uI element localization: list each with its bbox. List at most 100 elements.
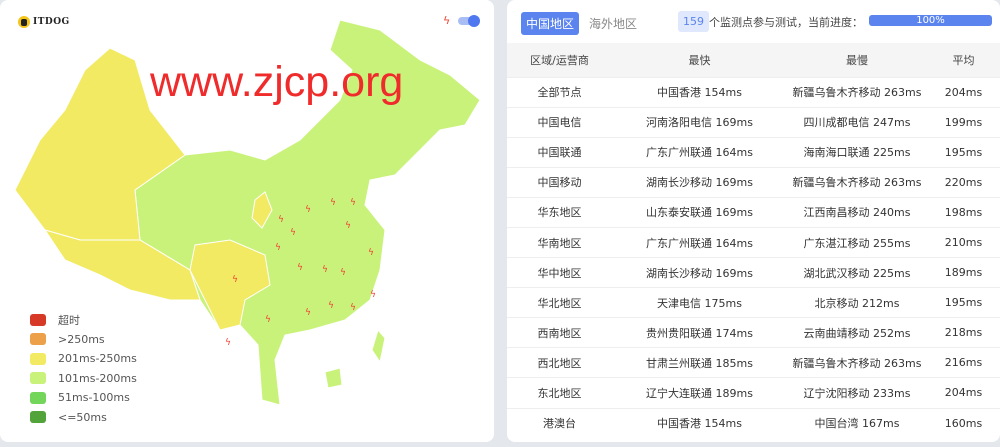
- column-header: 最快: [612, 43, 787, 77]
- table-cell: 198ms: [927, 196, 1000, 228]
- region-ningxia[interactable]: [251, 191, 273, 229]
- legend-item[interactable]: 51ms-100ms: [30, 388, 137, 408]
- table-cell: 广东湛江移动 255ms: [787, 226, 927, 258]
- svg-text:ϟ: ϟ: [322, 265, 328, 275]
- column-header: 最慢: [787, 43, 927, 77]
- column-header: 平均: [927, 43, 1000, 77]
- table-cell: 204ms: [927, 76, 1000, 108]
- table-cell: 广东广州联通 164ms: [612, 226, 787, 258]
- table-cell: 西北地区: [507, 347, 612, 378]
- table-cell: 云南曲靖移动 252ms: [787, 317, 927, 348]
- table-cell: 湖南长沙移动 169ms: [612, 257, 787, 288]
- table-row[interactable]: 东北地区 辽宁大连联通 189ms 辽宁沈阳移动 233ms 204ms: [507, 377, 1000, 409]
- svg-text:ϟ: ϟ: [232, 275, 238, 285]
- table-cell: 中国台湾 167ms: [787, 407, 927, 439]
- table-cell: 160ms: [927, 407, 1000, 439]
- table-row[interactable]: 西南地区 贵州贵阳联通 174ms 云南曲靖移动 252ms 218ms: [507, 317, 1000, 348]
- svg-text:ϟ: ϟ: [305, 308, 311, 318]
- table-cell: 江西南昌移动 240ms: [787, 196, 927, 228]
- svg-text:ϟ: ϟ: [330, 198, 336, 208]
- tab-overseas[interactable]: 海外地区: [589, 17, 638, 31]
- progress-bar: 100%: [869, 15, 992, 26]
- table-cell: 湖北武汉移动 225ms: [787, 257, 927, 288]
- table-cell: 华中地区: [507, 257, 612, 288]
- map-toggle-group: ϟ: [443, 14, 481, 27]
- svg-text:ϟ: ϟ: [290, 228, 296, 238]
- itdog-logo: ITDOG: [18, 16, 70, 28]
- table-cell: 中国联通: [507, 136, 612, 168]
- table-cell: 四川成都电信 247ms: [787, 106, 927, 138]
- region-sichuan[interactable]: [189, 239, 271, 331]
- table-cell: 中国香港 154ms: [612, 407, 787, 439]
- node-count-badge: 159: [678, 11, 709, 32]
- table-cell: 天津电信 175ms: [612, 287, 787, 318]
- svg-text:ϟ: ϟ: [345, 221, 351, 231]
- svg-text:ϟ: ϟ: [328, 301, 334, 311]
- results-table: 区域/运营商 最快 最慢 平均 全部节点 中国香港 154ms 新疆乌鲁木齐移动 263m…: [507, 43, 1000, 439]
- lightning-icon: ϟ: [443, 14, 451, 27]
- table-cell: 189ms: [927, 257, 1000, 288]
- legend-item[interactable]: >250ms: [30, 330, 137, 350]
- table-row[interactable]: 中国电信 河南洛阳电信 169ms 四川成都电信 247ms 199ms: [507, 106, 1000, 138]
- table-cell: 辽宁大连联通 189ms: [612, 377, 787, 409]
- legend-item[interactable]: 201ms-250ms: [30, 349, 137, 369]
- table-cell: 湖南长沙移动 169ms: [612, 166, 787, 198]
- table-cell: 辽宁沈阳移动 233ms: [787, 377, 927, 409]
- table-row[interactable]: 西北地区 甘肃兰州联通 185ms 新疆乌鲁木齐移动 263ms 216ms: [507, 347, 1000, 378]
- svg-text:ϟ: ϟ: [278, 215, 284, 225]
- table-cell: 220ms: [927, 166, 1000, 198]
- results-panel: 中国地区 海外地区 159 个监测点参与测试，当前进度： 100% 区域/运营商…: [507, 0, 1000, 442]
- svg-text:ϟ: ϟ: [297, 263, 303, 273]
- tab-china[interactable]: 中国地区: [521, 12, 580, 35]
- table-cell: 195ms: [927, 287, 1000, 318]
- table-cell: 新疆乌鲁木齐移动 263ms: [787, 76, 927, 108]
- table-row[interactable]: 华南地区 广东广州联通 164ms 广东湛江移动 255ms 210ms: [507, 226, 1000, 258]
- table-row[interactable]: 华东地区 山东泰安联通 169ms 江西南昌移动 240ms 198ms: [507, 196, 1000, 228]
- progress-label: 个监测点参与测试，当前进度：: [709, 16, 863, 29]
- dog-icon: [18, 16, 30, 28]
- region-hainan[interactable]: [324, 367, 343, 389]
- svg-text:ϟ: ϟ: [340, 268, 346, 278]
- table-row[interactable]: 全部节点 中国香港 154ms 新疆乌鲁木齐移动 263ms 204ms: [507, 76, 1000, 108]
- table-cell: 210ms: [927, 226, 1000, 258]
- svg-text:ϟ: ϟ: [225, 338, 231, 348]
- svg-text:ϟ: ϟ: [275, 243, 281, 253]
- latency-legend: 超时 >250ms 201ms-250ms 101ms-200ms 51ms-1…: [30, 310, 137, 427]
- table-cell: 199ms: [927, 106, 1000, 138]
- table-cell: 218ms: [927, 317, 1000, 348]
- table-row[interactable]: 中国联通 广东广州联通 164ms 海南海口联通 225ms 195ms: [507, 136, 1000, 168]
- svg-text:ϟ: ϟ: [370, 290, 376, 300]
- table-row[interactable]: 华中地区 湖南长沙移动 169ms 湖北武汉移动 225ms 189ms: [507, 257, 1000, 288]
- table-cell: 204ms: [927, 377, 1000, 409]
- svg-text:ϟ: ϟ: [368, 248, 374, 258]
- table-cell: 河南洛阳电信 169ms: [612, 106, 787, 138]
- svg-text:ϟ: ϟ: [350, 303, 356, 313]
- table-row[interactable]: 中国移动 湖南长沙移动 169ms 新疆乌鲁木齐移动 263ms 220ms: [507, 166, 1000, 198]
- table-cell: 东北地区: [507, 377, 612, 409]
- table-row[interactable]: 港澳台 中国香港 154ms 中国台湾 167ms 160ms: [507, 407, 1000, 439]
- legend-item[interactable]: 超时: [30, 310, 137, 330]
- table-cell: 新疆乌鲁木齐移动 263ms: [787, 166, 927, 198]
- table-row[interactable]: 华北地区 天津电信 175ms 北京移动 212ms 195ms: [507, 287, 1000, 318]
- watermark: www.zjcp.org: [150, 58, 404, 106]
- table-cell: 华南地区: [507, 226, 612, 258]
- node-toggle[interactable]: [458, 14, 481, 27]
- table-cell: 216ms: [927, 347, 1000, 378]
- svg-text:ϟ: ϟ: [265, 315, 271, 325]
- svg-text:ϟ: ϟ: [305, 205, 311, 215]
- table-cell: 山东泰安联通 169ms: [612, 196, 787, 228]
- table-cell: 华东地区: [507, 196, 612, 228]
- table-cell: 海南海口联通 225ms: [787, 136, 927, 168]
- region-taiwan[interactable]: [371, 328, 386, 364]
- legend-item[interactable]: 101ms-200ms: [30, 369, 137, 389]
- table-cell: 贵州贵阳联通 174ms: [612, 317, 787, 348]
- table-cell: 中国香港 154ms: [612, 76, 787, 108]
- table-cell: 195ms: [927, 136, 1000, 168]
- legend-item[interactable]: <=50ms: [30, 408, 137, 428]
- region-tibet[interactable]: [43, 229, 201, 301]
- table-cell: 中国电信: [507, 106, 612, 138]
- table-cell: 港澳台: [507, 407, 612, 439]
